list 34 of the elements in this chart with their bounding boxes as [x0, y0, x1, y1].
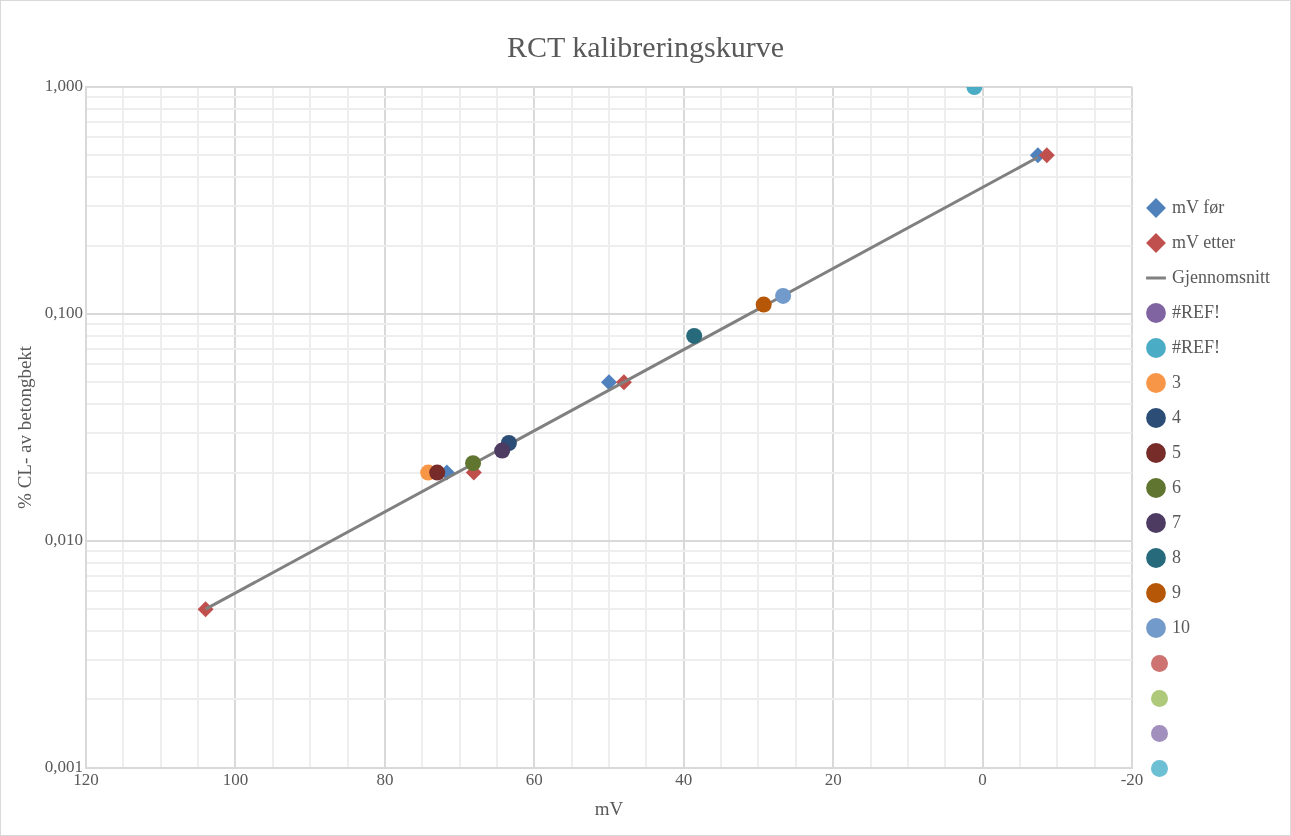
x-axis-title: mV [594, 797, 624, 819]
point [755, 296, 772, 313]
chart-title: RCT kalibreringskurve [507, 29, 784, 63]
legend-label: 9 [1172, 581, 1181, 602]
point [429, 464, 446, 481]
point [601, 374, 618, 391]
x-tick-label: -20 [1120, 770, 1144, 790]
legend-label: mV før [1172, 196, 1225, 217]
legend-label: 8 [1172, 546, 1181, 567]
point [1038, 147, 1055, 164]
legend-label: 7 [1172, 511, 1181, 532]
legend-label: 5 [1172, 441, 1181, 462]
x-tick-label: 80 [376, 770, 394, 790]
legend-label: mV etter [1172, 231, 1236, 252]
y-tick-label: 0,010 [44, 530, 84, 550]
x-tick-label: 60 [525, 770, 543, 790]
y-tick-label: 1,000 [44, 76, 84, 96]
legend-label: Gjennomsnitt [1172, 266, 1270, 287]
legend-label: 10 [1172, 616, 1190, 637]
legend-label: #REF! [1172, 336, 1221, 357]
legend-label: 3 [1172, 371, 1181, 392]
x-tick-label: 100 [222, 770, 249, 790]
y-axis-title: % CL- av betongbekt [14, 345, 36, 509]
point [465, 455, 482, 472]
x-tick-label: 0 [978, 770, 987, 790]
legend-label: 4 [1172, 406, 1181, 427]
point [494, 442, 511, 459]
y-tick-label: 0,100 [44, 303, 84, 323]
point [686, 327, 703, 344]
legend-label: #REF! [1172, 301, 1221, 322]
point [775, 287, 792, 304]
legend-label: 6 [1172, 476, 1181, 497]
x-tick-label: 20 [824, 770, 842, 790]
x-tick-label: 40 [675, 770, 693, 790]
